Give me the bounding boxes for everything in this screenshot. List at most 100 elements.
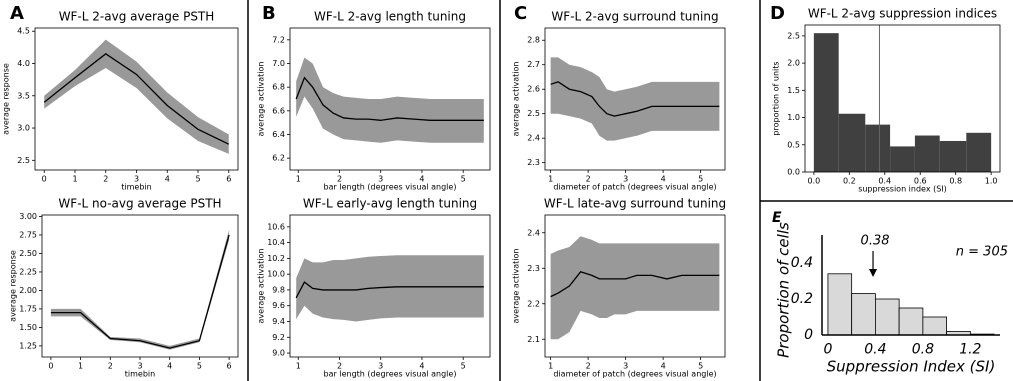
y-tick-label: 9.4 [272,317,285,326]
y-tick-label: 2.00 [19,286,37,295]
y-tick-label: 7.0 [272,59,285,68]
chart: WF-L early-avg length tuning 9.0 9.2 9.4 9.6… [257,197,491,379]
y-tick-label: 6.2 [272,154,285,163]
chart-title: WF-L late-avg surround tuning [544,197,726,211]
x-tick-label: 4 [661,362,666,371]
x-tick-label: 0.8 [949,177,962,186]
x-tick-label: 6 [226,175,231,184]
y-tick-label: 2.5 [787,31,800,40]
y-tick-label: 0 [804,327,813,343]
y-tick-label: 10.4 [267,238,285,247]
marker-label: 0.38 [861,234,890,249]
bar [966,132,992,172]
error-band [296,57,484,143]
x-tick-label: 1 [296,362,301,371]
plot-frame [544,214,726,358]
x-tick-label: 1.2 [959,342,981,358]
y-tick-label: 2.3 [527,158,540,167]
bar [865,124,891,172]
x-tick-label: 1 [548,362,553,371]
line [50,234,230,349]
plot-frame [544,27,726,171]
y-tick-label: 10.2 [267,254,285,263]
chart-title: WF-L 2-avg length tuning [314,10,466,24]
y-tick-label: 2.7 [527,60,540,69]
y-tick-label: 0.0 [787,168,800,177]
bar [838,113,866,172]
y-tick-label: 2.3 [527,264,540,273]
x-tick-label: 0 [42,175,47,184]
x-tick-label: 3 [134,175,139,184]
x-tick-label: 5 [197,362,202,371]
y-tick-label: 1.5 [787,86,800,95]
x-axis-label: timebin [121,183,151,192]
chart: C WF-L 2-avg surround tuning 2.3 2.4 2.5 2.6 2… [512,3,726,192]
y-axis-label: average activation [257,249,266,324]
chart-title: WF-L 2-avg average PSTH [59,10,215,24]
bar [898,307,924,336]
panel-label: A [10,3,24,24]
y-axis-label: Proportion of cells [775,222,793,358]
x-tick-label: 3 [137,362,142,371]
x-axis-label: Suppression Index (SI) [827,358,996,376]
panel-label: B [262,3,276,24]
y-tick-label: 1.75 [19,304,37,313]
panel-label: D [770,3,785,24]
chart: D WF-L 2-avg suppression indices 0.0 0.5 1.0… [770,3,1001,194]
x-tick-label: 0 [823,342,832,358]
y-axis-label: average response [2,63,11,135]
x-tick-label: 3 [623,175,628,184]
x-tick-label: 1 [72,175,77,184]
x-tick-label: 3 [378,362,383,371]
x-axis-label: timebin [125,370,155,379]
x-tick-label: 0.2 [843,177,856,186]
y-tick-label: 2.5 [17,156,30,165]
y-tick-label: 2.1 [527,335,540,344]
y-tick-label: 2.4 [527,228,540,237]
y-axis-label: proportion of units [772,61,781,135]
bar [875,298,900,336]
line [43,53,230,145]
y-tick-label: 2.2 [527,299,540,308]
x-axis-label: diameter of patch (degrees visual angle) [553,370,716,379]
bar [890,146,915,172]
x-axis-label: bar length (degrees visual angle) [324,183,457,192]
y-axis-label: average response [9,250,18,322]
y-axis-label: average activation [257,62,266,137]
error-band [296,255,484,322]
x-tick-label: 0.4 [864,342,886,358]
chart-title: WF-L no-avg average PSTH [58,197,221,211]
x-tick-label: 0 [48,362,53,371]
x-tick-label: 1 [296,175,301,184]
y-tick-label: 3.5 [17,91,30,100]
x-axis-label: suppression index (SI) [858,185,947,194]
line [295,281,484,299]
bar [813,33,839,172]
x-tick-label: 2 [586,362,591,371]
y-tick-label: 2.4 [527,134,540,143]
plot-frame [289,27,491,171]
chart-title: WF-L 2-avg suppression indices [808,7,997,21]
y-tick-label: 0.2 [791,291,813,307]
y-tick-label: 1.25 [19,341,37,350]
y-tick-label: 3.00 [19,212,37,221]
y-tick-label: 7.2 [272,35,285,44]
panel-label: C [514,3,527,24]
y-tick-label: 4.5 [17,27,30,36]
plot-frame [289,214,491,358]
y-tick-label: 1.0 [787,113,800,122]
y-tick-label: 6.6 [272,106,285,115]
annotation: n = 305 [956,245,1008,260]
x-tick-label: 3 [623,362,628,371]
y-tick-label: 2.6 [527,85,540,94]
chart: B WF-L 2-avg length tuning 6.2 6.4 6.6 6.8 7.0… [257,3,491,192]
y-tick-label: 2.8 [527,36,540,45]
y-tick-label: 3.0 [17,124,30,133]
x-tick-label: 2 [103,175,108,184]
bar [914,135,940,172]
arrow-head [869,269,878,277]
x-axis-label: bar length (degrees visual angle) [324,370,457,379]
x-tick-label: 0.0 [807,177,820,186]
x-tick-label: 5 [461,175,466,184]
x-tick-label: 5 [698,175,703,184]
